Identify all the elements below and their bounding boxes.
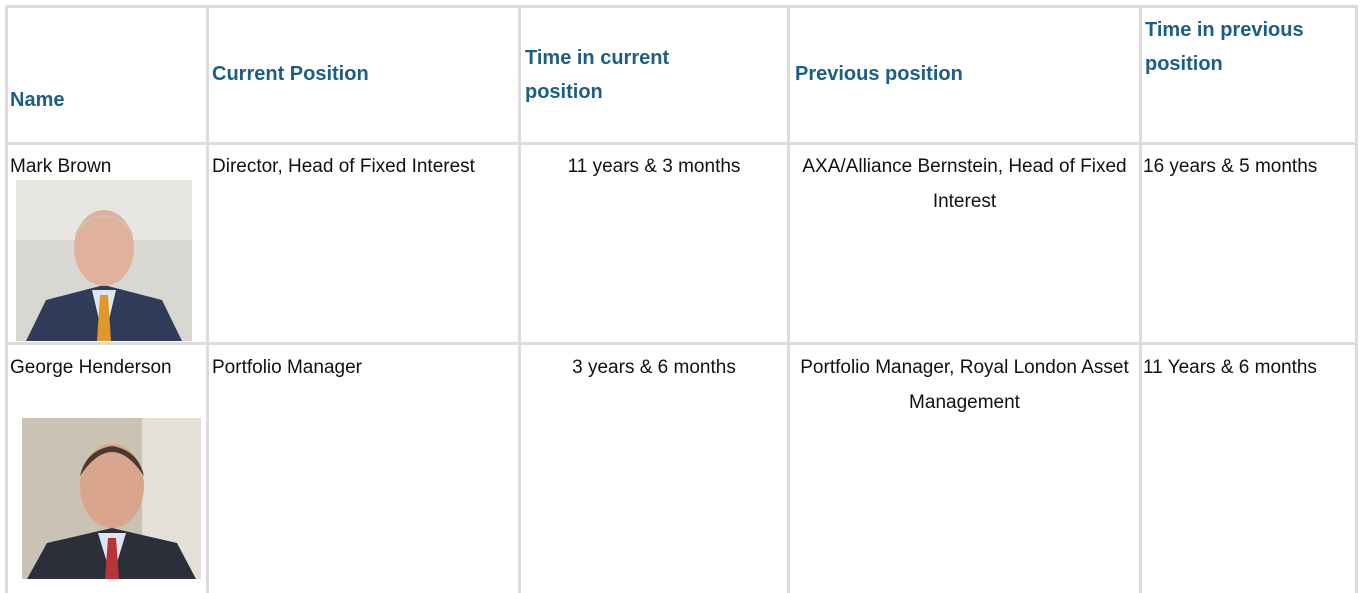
- header-cell: Name: [10, 89, 65, 111]
- cell: 3 years & 6 months: [572, 357, 736, 378]
- cell: George Henderson: [10, 357, 172, 378]
- border: [6, 142, 1358, 145]
- photo: [16, 180, 192, 341]
- photo: [22, 418, 201, 579]
- border: [787, 6, 790, 593]
- border: [518, 6, 521, 593]
- header-cell: Current Position: [212, 63, 369, 85]
- border: [6, 342, 1358, 345]
- border: [1139, 6, 1142, 593]
- header-cell: Previous position: [795, 63, 963, 85]
- cell: Director, Head of Fixed Interest: [212, 156, 475, 177]
- border: [206, 6, 209, 593]
- cell: Portfolio Manager, Royal London Asset Ma…: [800, 357, 1129, 413]
- border: [6, 5, 1358, 8]
- border: [5, 6, 8, 593]
- cell: Mark Brown: [10, 156, 112, 177]
- border: [1355, 6, 1358, 593]
- cell: 11 Years & 6 months: [1143, 357, 1317, 378]
- cell: 16 years & 5 months: [1143, 156, 1318, 177]
- cell: Portfolio Manager: [212, 357, 362, 378]
- header-cell: Time in previous position: [1145, 19, 1304, 75]
- cell: AXA/Alliance Bernstein, Head of Fixed In…: [802, 156, 1127, 212]
- header-cell: Time in current position: [525, 47, 670, 103]
- cell: 11 years & 3 months: [567, 156, 741, 177]
